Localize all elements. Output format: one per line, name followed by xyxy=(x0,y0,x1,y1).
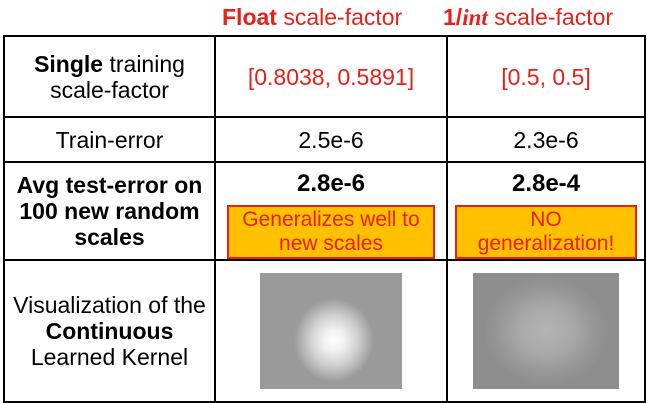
header-float-rest: scale-factor xyxy=(276,4,403,30)
cell-int-training-scale: [0.5, 0.5] xyxy=(446,35,646,118)
comparison-table: Single training scale-factor [0.8038, 0.… xyxy=(3,35,646,403)
table-row-training-scale: Single training scale-factor [0.8038, 0.… xyxy=(3,35,646,118)
table-row-train-error: Train-error 2.5e-6 2.3e-6 xyxy=(3,116,646,163)
int-test-error-value: 2.8e-4 xyxy=(511,170,581,197)
cell-int-kernel xyxy=(446,259,646,403)
header-float-bold: Float xyxy=(222,4,277,30)
row-label-kernel-visualization: Visualization of the Continuous Learned Ke… xyxy=(3,259,216,403)
float-test-error-value: 2.8e-6 xyxy=(296,170,366,197)
row-label-train-error: Train-error xyxy=(3,116,216,163)
float-kernel-image xyxy=(260,273,402,389)
cell-int-test-error: 2.8e-4 NO generalization! xyxy=(446,161,646,261)
cell-float-kernel xyxy=(214,259,448,403)
cell-float-train-error: 2.5e-6 xyxy=(214,116,448,163)
row-label-training-scale: Single training scale-factor xyxy=(3,35,216,118)
row-label-training-rest: training scale-factor xyxy=(50,50,185,103)
header-int-italic: int xyxy=(462,5,488,30)
row-label-vis-pre: Visualization of the xyxy=(13,292,206,318)
cell-int-train-error: 2.3e-6 xyxy=(446,116,646,163)
header-int-prefix: 1/ xyxy=(443,4,463,30)
row-label-training-bold: Single xyxy=(34,50,104,77)
header-int-rest: scale-factor xyxy=(487,4,614,30)
row-label-vis-post: Learned Kernel xyxy=(30,344,189,370)
cell-float-training-scale: [0.8038, 0.5891] xyxy=(214,35,448,118)
row-label-test-error: Avg test-error on 100 new random scales xyxy=(3,161,216,261)
int-kernel-image xyxy=(473,273,619,389)
header-int-scale-factor: 1/int scale-factor xyxy=(443,4,613,34)
float-generalization-callout: Generalizes well to new scales xyxy=(227,205,435,259)
table-row-kernel-visualization: Visualization of the Continuous Learned Ke… xyxy=(3,259,646,403)
header-float-scale-factor: Float scale-factor xyxy=(222,4,402,34)
int-generalization-callout: NO generalization! xyxy=(455,205,637,259)
row-label-vis-bold: Continuous xyxy=(45,318,174,344)
table-row-test-error: Avg test-error on 100 new random scales … xyxy=(3,161,646,261)
cell-float-test-error: 2.8e-6 Generalizes well to new scales xyxy=(214,161,448,261)
